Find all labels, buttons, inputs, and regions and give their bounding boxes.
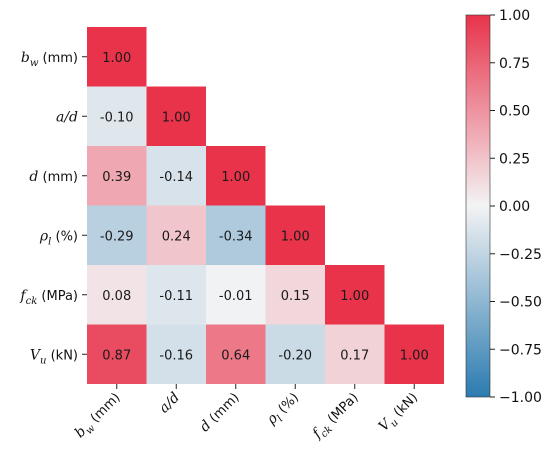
- cell-value-label: 1.00: [162, 110, 191, 125]
- heatmap-cells: 1.00 -0.10 1.00 0.39 -0.14 1.00 -0.29 0.24 -0.34…: [87, 27, 444, 384]
- heatmap-cell: [146, 86, 206, 146]
- colorbar-tick-label: −0.25: [499, 247, 542, 263]
- y-tick-label: bw (mm): [21, 50, 78, 69]
- cell-value-label: 1.00: [340, 289, 369, 304]
- x-tick-label: d (mm): [197, 390, 243, 436]
- cell-value-label: -0.10: [100, 110, 134, 125]
- cell-value-label: 0.17: [340, 348, 369, 363]
- heatmap-cell: [325, 265, 385, 325]
- heatmap-cell: [206, 205, 266, 265]
- cell-value-label: 0.08: [102, 289, 131, 304]
- heatmap-cell: [87, 86, 147, 146]
- x-tick-label: Vu (kN): [376, 390, 423, 437]
- heatmap-cell: [87, 27, 147, 87]
- heatmap-cell: [206, 146, 266, 206]
- cell-value-label: 1.00: [221, 170, 250, 185]
- cell-value-label: 0.64: [221, 348, 250, 363]
- colorbar-tick-label: 0.00: [499, 199, 530, 215]
- heatmap-cell: [265, 205, 325, 265]
- cell-value-label: -0.16: [159, 348, 193, 363]
- cell-value-label: 1.00: [102, 51, 131, 66]
- heatmap-cell: [206, 324, 266, 384]
- y-tick-label: ρl (%): [39, 228, 78, 247]
- x-tick-label: ρl (%): [263, 390, 304, 431]
- heatmap-cell: [325, 324, 385, 384]
- y-tick-label: a/d: [56, 109, 78, 125]
- colorbar: [465, 14, 491, 398]
- heatmap-cell: [146, 324, 206, 384]
- y-tick-label: d (mm): [29, 169, 78, 185]
- heatmap-cell: [87, 324, 147, 384]
- x-tick-label: bw (mm): [72, 390, 126, 444]
- heatmap-cell: [87, 146, 147, 206]
- cell-value-label: -0.14: [159, 170, 193, 185]
- cell-value-label: -0.01: [219, 289, 253, 304]
- heatmap-cell: [146, 146, 206, 206]
- cell-value-label: -0.20: [278, 348, 312, 363]
- cell-value-label: 1.00: [400, 348, 429, 363]
- heatmap-cell: [206, 265, 266, 325]
- colorbar-tick-label: 0.25: [499, 151, 530, 167]
- cell-value-label: -0.34: [219, 229, 253, 244]
- heatmap-cell: [384, 324, 444, 384]
- y-tick-label: Vu (kN): [30, 347, 78, 366]
- colorbar-tick-label: 1.00: [499, 8, 530, 24]
- cell-value-label: 0.15: [281, 289, 310, 304]
- heatmap-cell: [146, 205, 206, 265]
- heatmap-cell: [87, 205, 147, 265]
- y-axis-tick-labels: bw (mm) a/d d (mm) ρl (%) fck (MPa) Vu (kN): [19, 50, 87, 366]
- colorbar-ticks: 1.00 0.75 0.50 0.25 0.00 −0.25 −0.50 −0.75 −1.00: [490, 8, 542, 406]
- cell-value-label: 0.39: [102, 170, 131, 185]
- colorbar-tick-label: −0.75: [499, 342, 542, 358]
- x-tick-label: a/d: [156, 389, 183, 416]
- x-tick-label: fck (MPa): [309, 390, 364, 445]
- y-tick-label: fck (MPa): [19, 288, 78, 307]
- colorbar-tick-label: 0.75: [499, 56, 530, 72]
- heatmap-cell: [265, 324, 325, 384]
- heatmap-cell: [87, 265, 147, 325]
- heatmap-cell: [265, 265, 325, 325]
- cell-value-label: 0.24: [162, 229, 191, 244]
- cell-value-label: -0.29: [100, 229, 134, 244]
- cell-value-label: -0.11: [159, 289, 193, 304]
- x-axis-tick-labels: bw (mm) a/d d (mm) ρl (%)fck (MPa) Vu (kN): [72, 384, 423, 445]
- cell-value-label: 0.87: [102, 348, 131, 363]
- cell-value-label: 1.00: [281, 229, 310, 244]
- heatmap-cell: [146, 265, 206, 325]
- colorbar-tick-label: −1.00: [499, 390, 542, 406]
- colorbar-tick-label: −0.50: [499, 295, 542, 311]
- colorbar-tick-label: 0.50: [499, 104, 530, 120]
